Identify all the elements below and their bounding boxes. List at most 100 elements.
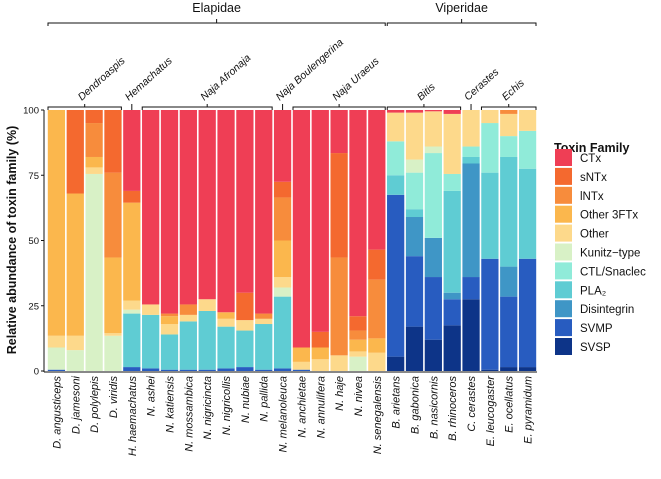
bar-segment xyxy=(349,339,367,352)
bar-segment xyxy=(518,130,537,169)
bar-segment xyxy=(47,110,66,336)
bar-segment xyxy=(292,347,311,362)
bar-segment xyxy=(123,300,141,310)
x-tick-label: N. nigricincta xyxy=(202,376,214,440)
bar-segment xyxy=(142,368,160,371)
bar-segment xyxy=(424,277,442,340)
bar-segment xyxy=(236,110,254,293)
bar-segment xyxy=(500,367,518,371)
bar-segment xyxy=(104,257,122,334)
bar-segment xyxy=(443,113,461,174)
bar-segment xyxy=(104,333,122,336)
x-tick-label: N. haje xyxy=(334,376,346,411)
bar-segment xyxy=(462,156,480,164)
bar-segment xyxy=(405,159,424,173)
bar-segment xyxy=(349,351,367,357)
bar-segment xyxy=(481,258,499,370)
bar-segment xyxy=(123,313,141,368)
bar-segment xyxy=(217,318,235,327)
bar-segment xyxy=(66,335,84,351)
bar-segment xyxy=(179,321,197,370)
x-tick-label: E. ocellatus xyxy=(504,376,516,433)
x-tick-label: N. mossambica xyxy=(183,376,195,452)
y-tick-label: 75 xyxy=(28,171,39,182)
bar-segment xyxy=(311,110,329,332)
bar-segment xyxy=(198,369,216,371)
x-tick-label: N. senegalensis xyxy=(372,376,384,455)
bar-segment xyxy=(179,369,197,371)
legend-swatch xyxy=(555,262,572,280)
bar-segment xyxy=(500,113,518,137)
bar-segment xyxy=(443,325,461,371)
genus-label: Hemachatus xyxy=(123,54,175,103)
x-tick-label: N. annulifera xyxy=(315,376,327,438)
x-tick-label: D. polylepis xyxy=(89,376,101,433)
bar-segment xyxy=(142,304,160,315)
bar-segment xyxy=(424,111,442,147)
genus-label: Naja Uraeus xyxy=(330,55,382,103)
bar-segment xyxy=(518,258,537,368)
x-tick-label: C. cerastes xyxy=(466,376,478,432)
bar-segment xyxy=(349,356,367,371)
family-bracket xyxy=(386,19,537,26)
x-tick-label: N. nigricollis xyxy=(221,376,233,436)
bar-segment xyxy=(330,153,348,258)
bar-segment xyxy=(66,350,84,371)
x-tick-label: N. pallida xyxy=(259,376,271,422)
legend-swatch xyxy=(555,243,572,261)
bar-segment xyxy=(443,292,461,300)
bar-segment xyxy=(387,356,405,371)
bar-segment xyxy=(424,339,442,371)
x-tick-label: N. ashei xyxy=(146,375,158,416)
bar-segment xyxy=(236,367,254,371)
x-tick-label: D. jamesoni xyxy=(70,375,82,434)
bar-segment xyxy=(518,168,537,259)
bar-segment xyxy=(500,136,518,157)
bar-segment xyxy=(273,277,292,288)
bar-segment xyxy=(292,369,311,371)
bar-segment xyxy=(255,110,273,314)
legend-swatch xyxy=(555,224,572,242)
legend-swatch xyxy=(555,338,572,355)
genus-bracket xyxy=(480,104,537,110)
bar-segment xyxy=(368,249,386,280)
bar-segment xyxy=(368,110,386,250)
legend-swatch xyxy=(555,281,572,299)
bar-segment xyxy=(160,369,179,371)
bar-segment xyxy=(47,369,66,371)
axes: D. angusticeps D. jamesoni D. polylepis D. … xyxy=(23,106,537,456)
bar-segment xyxy=(424,237,442,278)
bar-segment xyxy=(405,112,424,160)
bar-segment xyxy=(123,309,141,314)
bar-segment xyxy=(500,156,518,267)
bar-segment xyxy=(217,312,235,319)
bar-segment xyxy=(236,330,254,368)
x-tick-label: N. nivea xyxy=(353,376,365,416)
genus-bracket xyxy=(47,104,122,110)
legend-title: Toxin Family xyxy=(554,141,630,155)
y-axis-label: Relative abundance of toxin family (%) xyxy=(5,126,19,355)
legend-label: lNTx xyxy=(580,191,604,203)
bar-segment xyxy=(387,141,405,176)
genus-bracket xyxy=(141,104,273,110)
bar-segment xyxy=(160,313,179,317)
legend-label: Disintegrin xyxy=(580,304,634,316)
x-tick-label: N. anchietae xyxy=(296,376,308,438)
x-tick-label: B. arietans xyxy=(391,376,403,429)
legend-label: SVSP xyxy=(580,342,611,354)
genus-label: Naja Afronaja xyxy=(198,52,253,103)
bar-segment xyxy=(160,324,179,335)
bar-segment xyxy=(160,334,179,370)
bar-segment xyxy=(104,172,122,258)
y-tick-label: 0 xyxy=(34,367,39,378)
bar-segment xyxy=(104,335,122,371)
bar-segment xyxy=(443,110,461,114)
x-tick-label: N. nubiae xyxy=(240,376,252,423)
bar-segment xyxy=(368,352,386,371)
bar-segment xyxy=(217,368,235,371)
bar-segment xyxy=(424,146,442,154)
bar-segment xyxy=(405,256,424,327)
bar-segment xyxy=(481,123,499,173)
bar-segment xyxy=(443,190,461,293)
